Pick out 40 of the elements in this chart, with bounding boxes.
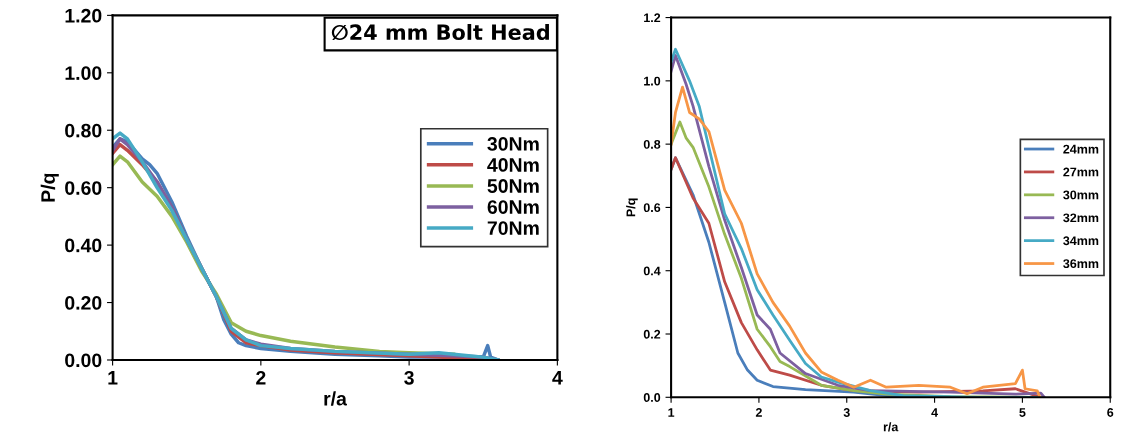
- y-tick-label: 1.0: [644, 76, 661, 86]
- x-tick-label: 3: [843, 408, 850, 417]
- x-tick-label: 3: [404, 370, 414, 385]
- legend-label: 50Nm: [487, 179, 539, 193]
- x-tick-label: 1: [668, 408, 675, 417]
- legend-label: 36mm: [1063, 259, 1099, 269]
- y-tick-label: 0.2: [643, 329, 661, 339]
- x-tick-label: 1: [108, 371, 118, 385]
- legend-label: 40Nm: [487, 158, 539, 172]
- legend-label: 34mm: [1063, 236, 1099, 246]
- x-tick-label: 5: [1019, 408, 1026, 417]
- y-tick-label: 0.80: [65, 123, 102, 138]
- y-tick-label: 1.00: [65, 66, 102, 81]
- legend-label: 70Nm: [487, 221, 539, 235]
- x-axis-title: r/a: [883, 422, 899, 432]
- y-tick-label: 0.20: [65, 296, 102, 310]
- x-tick-label: 4: [931, 408, 938, 417]
- x-tick-label: 2: [755, 408, 762, 417]
- y-tick-label: 0.60: [65, 181, 102, 195]
- x-tick-label: 4: [552, 371, 563, 385]
- legend-label: 60Nm: [487, 200, 539, 214]
- y-axis-title: P/q: [626, 198, 638, 217]
- legend-label: 32mm: [1063, 213, 1099, 223]
- y-tick-label: 0.6: [643, 203, 661, 213]
- x-tick-label: 2: [256, 370, 266, 385]
- y-tick-label: 1.2: [644, 13, 661, 23]
- y-tick-label: 0.40: [65, 238, 102, 253]
- y-tick-label: 0.00: [65, 353, 102, 368]
- y-tick-label: 1.20: [65, 8, 102, 23]
- x-tick-label: 6: [1107, 408, 1114, 417]
- annotation: ∅24 mm Bolt Head: [331, 23, 549, 41]
- legend-label: 27mm: [1063, 167, 1099, 177]
- y-axis-title: P/q: [40, 173, 59, 202]
- y-tick-label: 0.0: [643, 393, 661, 402]
- x-axis-title: r/a: [324, 391, 347, 406]
- y-tick-label: 0.8: [643, 139, 661, 149]
- y-tick-label: 0.4: [643, 266, 661, 276]
- legend-label: 30Nm: [487, 137, 539, 151]
- legend-label: 24mm: [1063, 144, 1099, 154]
- legend-label: 30mm: [1063, 190, 1099, 200]
